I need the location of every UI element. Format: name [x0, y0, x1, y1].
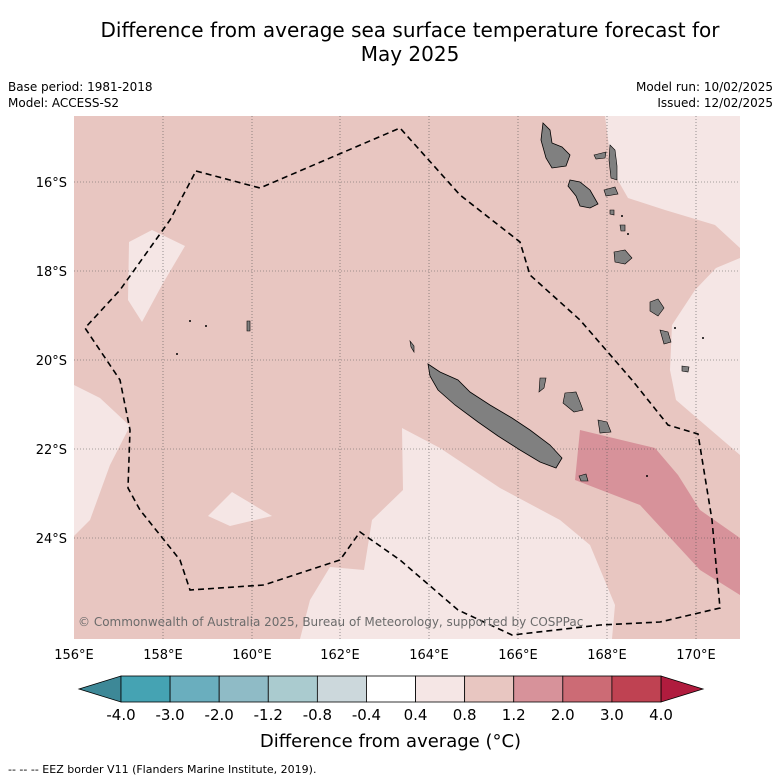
anomaly-band-0.4-0.8 [670, 258, 740, 455]
lon-tick-label: 164°E [409, 648, 449, 663]
anomaly-band-1.2-2.0 [575, 430, 740, 595]
land-lifou [562, 391, 584, 413]
meta-left: Base period: 1981-2018 Model: ACCESS-S2 [8, 79, 153, 111]
anomaly-band-0.4-0.8 [605, 116, 740, 248]
sst-map: © Commonwealth of Australia 2025, Bureau… [74, 116, 740, 639]
colorbar-tick-label: -4.0 [106, 706, 135, 724]
lat-tick-label: 24°S [36, 532, 67, 547]
land-tanna [659, 329, 672, 345]
land-small-islet [176, 353, 178, 355]
colorbar-tick-label: -0.8 [303, 706, 332, 724]
colorbar-tick-label: 4.0 [649, 706, 673, 724]
colorbar-swatch [464, 675, 515, 703]
colorbar-swatch [366, 675, 416, 703]
colorbar-swatch [513, 675, 564, 703]
land-small-islet [621, 215, 623, 217]
colorbar-swatch [218, 675, 269, 703]
lat-tick-label: 20°S [36, 354, 67, 369]
lon-tick-label: 168°E [587, 648, 627, 663]
anomaly-band-0.4-0.8 [74, 385, 130, 536]
colorbar-tick-label: 1.2 [502, 706, 526, 724]
colorbar-swatch [415, 675, 466, 703]
longitude-axis: 156°E 158°E 160°E 162°E 164°E 166°E 168°… [54, 648, 716, 663]
land-small-islet [189, 320, 191, 322]
title-line-2: May 2025 [360, 42, 460, 66]
eez-legend-note: -- -- -- EEZ border V11 (Flanders Marine… [8, 763, 317, 776]
anomaly-band-0.4-0.8 [208, 492, 272, 526]
land-ouvea [538, 377, 547, 393]
graticule [74, 116, 740, 639]
lon-tick-label: 160°E [232, 648, 272, 663]
colorbar-swatch [120, 675, 171, 703]
colorbar-tick-label: -2.0 [205, 706, 234, 724]
land-small-islet [646, 475, 648, 477]
colorbar-swatch [562, 675, 613, 703]
land-isle-of-pines [578, 473, 589, 482]
lon-tick-label: 156°E [54, 648, 94, 663]
land-new-caledonia [427, 363, 563, 469]
land-small-islet [674, 327, 676, 329]
colorbar-tick-label: -0.4 [352, 706, 381, 724]
land-ambrym [603, 186, 619, 197]
lat-tick-label: 18°S [36, 265, 67, 280]
colorbar-tick-label: -1.2 [254, 706, 283, 724]
colorbar-tick-label: -3.0 [155, 706, 184, 724]
issued-date: Issued: 12/02/2025 [657, 96, 773, 110]
land-small-islet [609, 209, 615, 216]
anomaly-band-0.4-0.8 [128, 230, 185, 322]
model-name: Model: ACCESS-S2 [8, 96, 120, 110]
land-espiritu-santo [540, 122, 571, 169]
colorbar-extend-over [660, 675, 705, 703]
colorbar-tick-label: 0.8 [453, 706, 477, 724]
model-run: Model run: 10/02/2025 [635, 80, 773, 94]
land-aneityum [681, 365, 690, 373]
colorbar-swatch [611, 675, 662, 703]
map-title: Difference from average sea surface temp… [40, 18, 780, 66]
lon-tick-label: 158°E [143, 648, 183, 663]
land-maewo [608, 144, 618, 181]
lon-tick-label: 166°E [498, 648, 538, 663]
eez-border [83, 127, 721, 636]
land-small-islet [627, 233, 629, 235]
land-mare [597, 419, 612, 434]
lat-tick-label: 16°S [36, 176, 67, 191]
colorbar-tick-label: 2.0 [551, 706, 575, 724]
copyright-text: © Commonwealth of Australia 2025, Bureau… [78, 615, 583, 629]
colorbar-swatch [169, 675, 220, 703]
title-line-1: Difference from average sea surface temp… [100, 18, 720, 42]
colorbar-extend-under [77, 675, 122, 703]
colorbar-swatch [316, 675, 367, 703]
anomaly-band-0.4-0.8 [300, 428, 615, 639]
meta-right: Model run: 10/02/2025 Issued: 12/02/2025 [636, 79, 773, 111]
colorbar: -4.0 -3.0 -2.0 -1.2 -0.8 -0.4 0.4 0.8 1.2 2.0 3.0 4… [77, 675, 705, 724]
lon-tick-label: 170°E [676, 648, 716, 663]
land-small-islet [702, 337, 704, 339]
lon-tick-label: 162°E [320, 648, 360, 663]
land-small-islet [619, 224, 626, 232]
colorbar-tick-label: 0.4 [404, 706, 428, 724]
colorbar-swatch [267, 675, 318, 703]
lat-tick-label: 22°S [36, 443, 67, 458]
latitude-axis: 16°S 18°S 20°S 22°S 24°S [36, 176, 67, 547]
land-malekula [567, 179, 599, 209]
land-erromango [649, 298, 665, 317]
colorbar-title: Difference from average (°C) [259, 731, 522, 752]
land-belep [409, 339, 415, 354]
land-small-islet [205, 325, 207, 327]
land-ambae [593, 151, 607, 160]
colorbar-tick-label: 3.0 [600, 706, 624, 724]
land-efate [613, 249, 633, 265]
land-chesterfield-islet [246, 320, 251, 332]
base-period: Base period: 1981-2018 [8, 80, 153, 94]
